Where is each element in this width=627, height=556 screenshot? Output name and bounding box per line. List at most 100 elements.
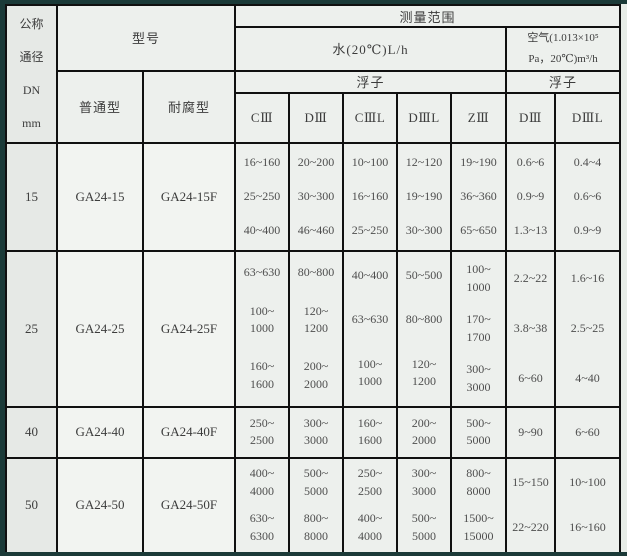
range-value: 100~ 1000: [357, 356, 383, 388]
range-value: 200~ 2000: [411, 415, 437, 448]
range-value: 80~800: [405, 312, 443, 327]
range-cell: 19~190 36~360 65~650: [450, 141, 508, 252]
range-value: 500~ 5000: [303, 466, 329, 498]
float-col-air-diiil: DⅢL: [554, 91, 622, 144]
corrosion-model-value: GA24-40F: [141, 405, 237, 459]
corrosion-model-value: GA24-15F: [141, 141, 237, 252]
range-value: 0.4~4: [573, 155, 602, 170]
range-list: 0.4~4 0.6~6 0.9~9: [557, 146, 618, 248]
range-value: 19~190: [460, 155, 497, 170]
range-list: 300~ 3000: [291, 409, 341, 455]
range-value: 800~ 8000: [303, 511, 329, 543]
range-value: 9~90: [518, 424, 543, 439]
range-list: 80~800 120~ 1200 200~ 2000: [291, 254, 341, 404]
range-value: 250~ 2500: [357, 466, 383, 498]
range-cell: 200~ 2000: [396, 405, 453, 459]
water-range-header: 水(20℃)L/h: [234, 26, 508, 72]
table-body: 15 GA24-15 GA24-15F 16~160 25~250 40~400 20~20…: [5, 141, 622, 552]
range-value: 40~400: [243, 223, 281, 238]
range-list: 6~60: [557, 409, 618, 455]
range-cell: 800~ 8000 1500~ 15000: [450, 456, 508, 552]
normal-type-header: 普通型: [56, 69, 144, 144]
range-value: 100~ 1000: [249, 303, 275, 336]
range-value: 16~160: [243, 155, 281, 170]
range-value: 400~ 4000: [357, 511, 383, 543]
range-cell: 40~400 63~630 100~ 1000: [342, 249, 399, 408]
range-cell: 15~150 22~220: [505, 456, 557, 552]
range-value: 30~300: [405, 223, 443, 238]
spec-row-dn-40: 40 GA24-40 GA24-40F 250~ 2500 300~ 3000 160~ …: [5, 405, 622, 459]
range-cell: 500~ 5000 800~ 8000: [288, 456, 345, 552]
range-list: 19~190 36~360 65~650: [453, 146, 504, 248]
range-cell: 10~100 16~160: [554, 456, 622, 552]
range-value: 25~250: [243, 189, 281, 204]
range-list: 10~100 16~160: [557, 460, 618, 550]
range-cell: 12~120 19~190 30~300: [396, 141, 453, 252]
range-list: 200~ 2000: [399, 409, 449, 455]
range-value: 6~60: [575, 424, 600, 439]
range-cell: 16~160 25~250 40~400: [234, 141, 291, 252]
range-value: 16~160: [569, 520, 606, 535]
range-value: 80~800: [297, 265, 335, 280]
range-value: 50~500: [405, 268, 443, 283]
header-row-2: 水(20℃)L/h 空气(1.013×10⁵ Pa，20℃)m³/h: [6, 26, 622, 72]
range-cell: 300~ 3000: [288, 405, 345, 459]
range-value: 160~ 1600: [357, 415, 383, 448]
range-cell: 80~800 120~ 1200 200~ 2000: [288, 249, 345, 408]
range-list: 2.2~22 3.8~38 6~60: [508, 254, 553, 404]
range-value: 0.9~9: [573, 223, 602, 238]
range-cell: 160~ 1600: [342, 405, 399, 459]
corrosion-model-value: GA24-25F: [141, 249, 237, 408]
range-cell: 100~ 1000 170~ 1700 300~ 3000: [450, 249, 508, 408]
range-value: 300~ 3000: [303, 415, 329, 448]
spec-row-dn-50: 50 GA24-50 GA24-50F 400~ 4000 630~ 6300 500~ …: [5, 456, 622, 552]
range-value: 40~400: [351, 268, 389, 283]
range-value: 16~160: [351, 189, 389, 204]
range-value: 160~ 1600: [249, 359, 275, 391]
range-value: 20~200: [297, 155, 335, 170]
range-value: 400~ 4000: [249, 466, 275, 498]
range-list: 500~ 5000 800~ 8000: [291, 460, 341, 550]
range-list: 0.6~6 0.9~9 1.3~13: [508, 146, 553, 248]
range-list: 10~100 16~160 25~250: [345, 146, 395, 248]
range-cell: 250~ 2500: [234, 405, 291, 459]
measure-range-header: 测量范围: [234, 4, 622, 28]
range-cell: 2.2~22 3.8~38 6~60: [505, 249, 557, 408]
range-value: 1500~ 15000: [463, 511, 494, 543]
range-value: 63~630: [243, 265, 281, 280]
corrosion-type-header: 耐腐型: [141, 69, 237, 144]
range-value: 25~250: [351, 223, 389, 238]
range-value: 0.9~9: [516, 189, 545, 204]
range-cell: 300~ 3000 500~ 5000: [396, 456, 453, 552]
range-list: 800~ 8000 1500~ 15000: [453, 460, 504, 550]
nominal-diameter-header: 公称 通径 DN mm: [5, 4, 58, 144]
float-col-ciiil: CⅢL: [342, 91, 399, 144]
range-list: 50~500 80~800 120~ 1200: [399, 254, 449, 404]
range-value: 300~ 3000: [466, 362, 491, 394]
dn-value: 15: [5, 141, 58, 252]
range-cell: 400~ 4000 630~ 6300: [234, 456, 291, 552]
normal-model-value: GA24-25: [56, 249, 144, 408]
range-value: 65~650: [460, 223, 497, 238]
range-cell: 1.6~16 2.5~25 4~40: [554, 249, 622, 408]
range-list: 250~ 2500: [237, 409, 287, 455]
range-value: 2.2~22: [513, 271, 548, 286]
model-header: 型号: [55, 4, 237, 72]
range-value: 46~460: [297, 223, 335, 238]
range-value: 63~630: [351, 312, 389, 327]
range-value: 500~ 5000: [411, 511, 437, 543]
range-cell: 6~60: [554, 405, 622, 459]
range-list: 300~ 3000 500~ 5000: [399, 460, 449, 550]
range-value: 10~100: [351, 155, 389, 170]
table-header: 公称 通径 DN mm 型号 测量范围 水(20℃)L/h 空气(1.013×1…: [5, 4, 622, 144]
range-value: 630~ 6300: [249, 511, 275, 543]
range-value: 1.3~13: [513, 223, 548, 238]
range-value: 19~190: [405, 189, 443, 204]
range-list: 500~ 5000: [453, 409, 504, 455]
float-col-air-diii: DⅢ: [505, 91, 557, 144]
range-value: 36~360: [460, 189, 497, 204]
range-cell: 0.4~4 0.6~6 0.9~9: [554, 141, 622, 252]
range-list: 16~160 25~250 40~400: [237, 146, 287, 248]
range-value: 3.8~38: [513, 321, 548, 336]
